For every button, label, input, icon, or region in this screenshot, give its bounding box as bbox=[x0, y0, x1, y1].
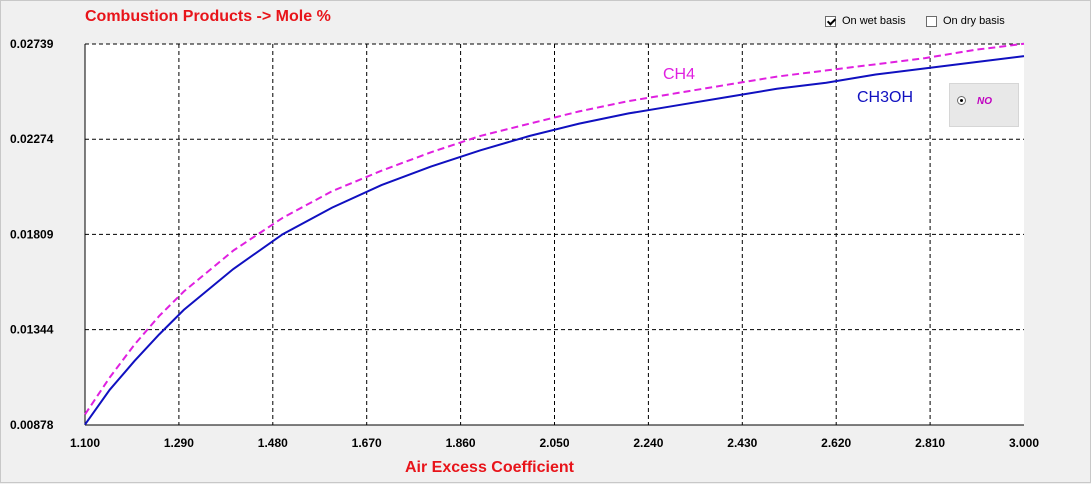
wet-basis-checkbox[interactable]: On wet basis bbox=[825, 14, 906, 28]
x-tick-label: 2.620 bbox=[821, 436, 851, 450]
x-axis-label: Air Excess Coefficient bbox=[405, 459, 575, 476]
x-tick-label: 1.290 bbox=[164, 436, 194, 450]
series-line-ch3oh bbox=[84, 55, 1025, 426]
x-tick-label: 2.240 bbox=[633, 436, 663, 450]
y-tick-label: 0.01809 bbox=[10, 227, 54, 241]
tick-labels: 1.100 1.290 1.480 1.670 1.860 2.050 2.240 2.430… bbox=[10, 37, 1039, 450]
wet-basis-label: On wet basis bbox=[842, 15, 906, 27]
wet-basis-check-icon[interactable] bbox=[825, 15, 836, 27]
x-tick-label: 3.000 bbox=[1009, 436, 1039, 450]
series-line-ch4 bbox=[84, 42, 1025, 415]
species-selector[interactable]: NO bbox=[949, 83, 1019, 127]
grid-lines bbox=[85, 43, 1024, 425]
species-option-label: NO bbox=[977, 96, 992, 107]
x-tick-label: 1.100 bbox=[70, 436, 100, 450]
x-tick-label: 1.480 bbox=[258, 436, 288, 450]
y-tick-label: 0.02274 bbox=[10, 132, 54, 146]
dry-basis-checkbox[interactable]: On dry basis bbox=[926, 14, 1005, 28]
y-tick-label: 0.00878 bbox=[10, 418, 54, 432]
x-tick-label: 1.670 bbox=[352, 436, 382, 450]
series-layer bbox=[84, 42, 1025, 426]
y-tick-label: 0.02739 bbox=[10, 37, 54, 51]
axes bbox=[84, 44, 1024, 426]
dry-basis-label: On dry basis bbox=[943, 15, 1005, 27]
series-label-ch4: CH4 bbox=[663, 66, 695, 83]
species-radio-icon[interactable] bbox=[957, 96, 966, 105]
x-tick-label: 2.430 bbox=[727, 436, 757, 450]
x-tick-label: 1.860 bbox=[446, 436, 476, 450]
dry-basis-check-icon[interactable] bbox=[926, 15, 937, 27]
series-label-ch3oh: CH3OH bbox=[857, 89, 913, 106]
y-tick-label: 0.01344 bbox=[10, 323, 54, 337]
x-tick-label: 2.810 bbox=[915, 436, 945, 450]
chart-title: Combustion Products -> Mole % bbox=[85, 8, 331, 25]
x-tick-label: 2.050 bbox=[539, 436, 569, 450]
